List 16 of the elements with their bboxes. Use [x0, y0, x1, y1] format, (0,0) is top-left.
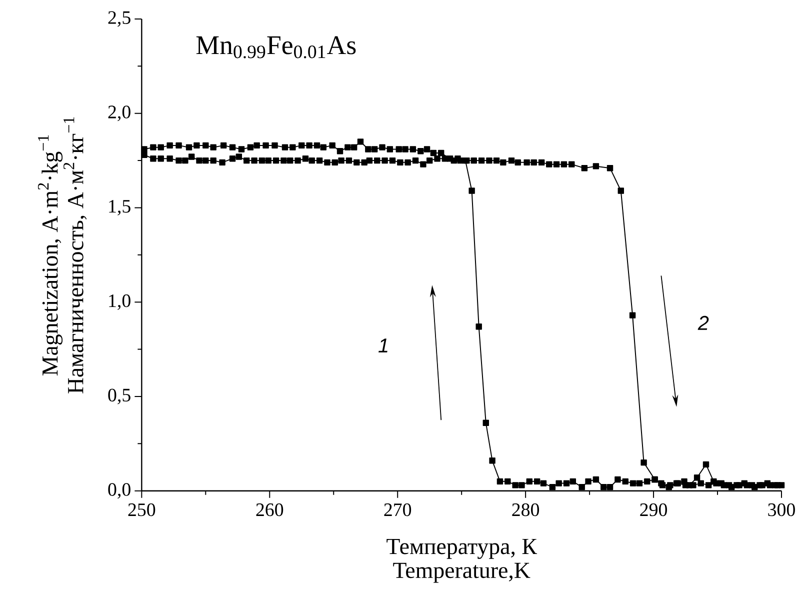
- x-tick-label: 280: [512, 503, 540, 516]
- x-tick-label: 260: [256, 503, 284, 516]
- x-tick-label: 250: [128, 503, 156, 516]
- x-tick-label: 300: [768, 503, 795, 516]
- x-axis-title: Температура, К Temperature,K: [386, 539, 538, 583]
- y-tick-label: 2,5: [108, 11, 130, 27]
- x-tick-label: 270: [384, 503, 412, 516]
- y-tick-label: 1,5: [109, 200, 130, 216]
- x-tick-label: 290: [640, 503, 667, 516]
- annotation: 1: [378, 338, 388, 352]
- y-tick-label: 2,0: [108, 106, 130, 122]
- annotation: Mn$_{0.99}$Fe$_{0.01}$As: [196, 36, 356, 58]
- y-tick-label: 1,0: [109, 294, 130, 310]
- y-tick-label: 0,5: [108, 388, 130, 404]
- y-tick-label: 0,0: [108, 483, 130, 499]
- annotation: 2: [698, 316, 709, 330]
